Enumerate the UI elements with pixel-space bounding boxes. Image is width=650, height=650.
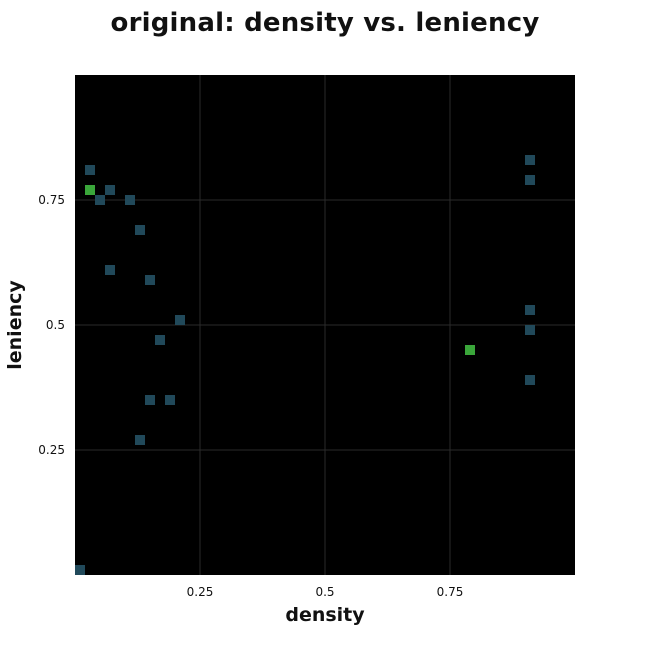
y-axis-label: leniency	[4, 280, 26, 370]
grid-lines	[75, 75, 575, 575]
data-point	[525, 175, 535, 185]
data-point	[155, 335, 165, 345]
data-point	[105, 185, 115, 195]
data-point	[75, 565, 85, 575]
data-point	[85, 165, 95, 175]
data-point	[525, 155, 535, 165]
data-point	[135, 225, 145, 235]
data-point	[525, 305, 535, 315]
data-point	[175, 315, 185, 325]
y-tick-label: 0.25	[38, 443, 65, 457]
data-point	[85, 185, 95, 195]
x-tick-label: 0.25	[187, 585, 214, 599]
x-axis-ticks: 0.25 0.5 0.75	[187, 585, 464, 599]
y-tick-label: 0.5	[46, 318, 65, 332]
data-point	[135, 435, 145, 445]
data-points	[75, 155, 535, 575]
data-point	[525, 325, 535, 335]
x-tick-label: 0.75	[437, 585, 464, 599]
x-axis-label: density	[285, 604, 365, 626]
y-tick-label: 0.75	[38, 193, 65, 207]
data-point	[145, 275, 155, 285]
data-point	[145, 395, 155, 405]
data-point	[105, 265, 115, 275]
data-point	[95, 195, 105, 205]
data-point	[525, 375, 535, 385]
x-tick-label: 0.5	[315, 585, 334, 599]
data-point	[125, 195, 135, 205]
data-point	[165, 395, 175, 405]
y-axis-ticks: 0.25 0.5 0.75	[38, 193, 65, 457]
chart-title: original: density vs. leniency	[110, 8, 540, 38]
data-point	[465, 345, 475, 355]
